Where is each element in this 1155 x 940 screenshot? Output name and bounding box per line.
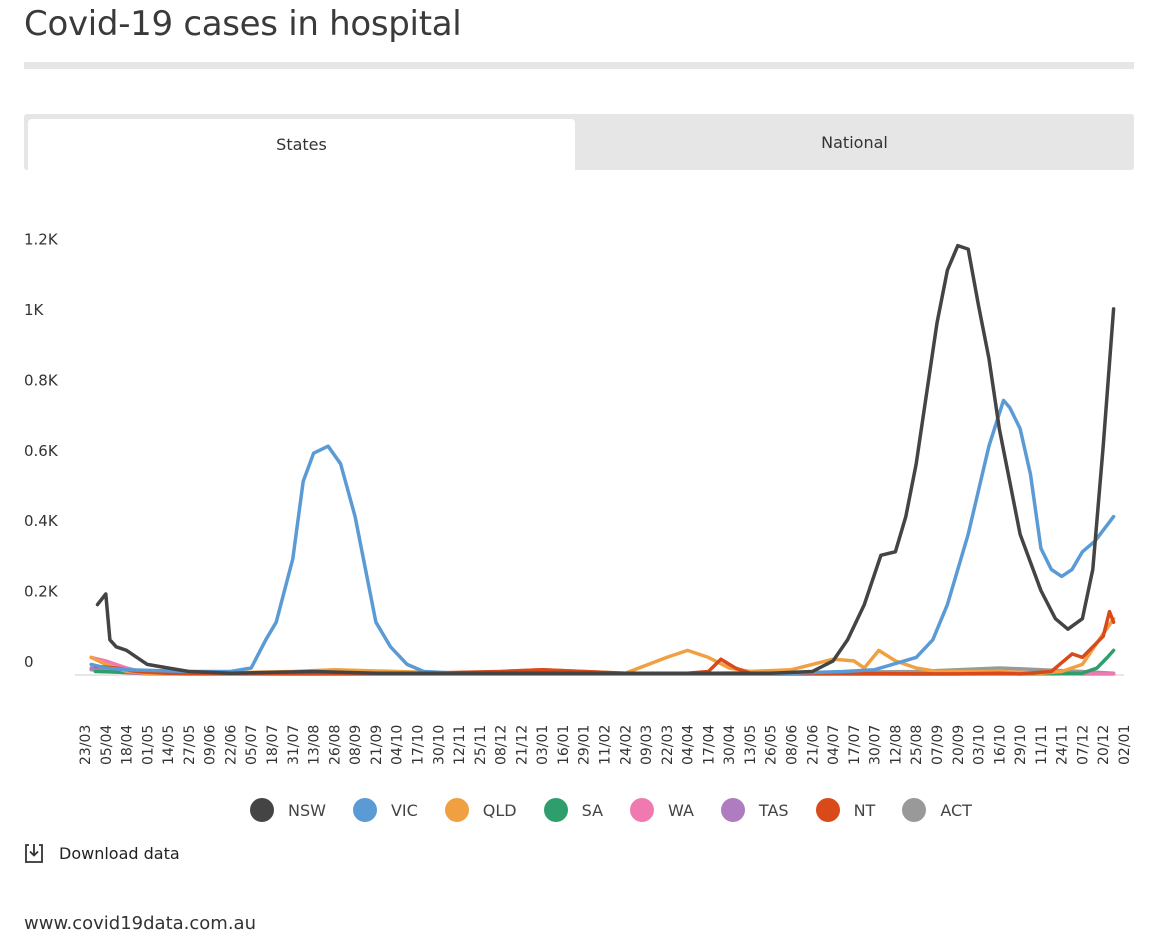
- legend-item-qld[interactable]: QLD: [444, 798, 517, 822]
- legend-item-act[interactable]: ACT: [902, 798, 972, 822]
- legend-item-nsw[interactable]: NSW: [250, 798, 326, 822]
- y-tick-label: 0.8K: [24, 371, 59, 389]
- x-tick-label: 25/08: [909, 725, 925, 765]
- x-tick-label: 17/04: [701, 725, 717, 765]
- y-tick-label: 0: [24, 653, 34, 671]
- x-tick-label: 09/03: [639, 725, 655, 765]
- tab-national[interactable]: National: [821, 132, 888, 152]
- legend-item-tas[interactable]: TAS: [720, 798, 789, 822]
- series-line-nt: [93, 609, 1116, 676]
- x-tick-label: 21/09: [369, 725, 385, 765]
- legend-swatch: [250, 798, 274, 822]
- legend-swatch: [815, 798, 840, 822]
- legend-label: NSW: [288, 800, 326, 820]
- x-tick-label: 21/06: [805, 725, 821, 765]
- chart-legend: NSW VIC QLD SA WA TAS NT ACT: [250, 798, 999, 822]
- y-tick-label: 1.2K: [24, 231, 59, 249]
- x-tick-label: 24/02: [618, 725, 634, 765]
- x-tick-label: 03/10: [972, 725, 988, 765]
- x-tick-label: 27/05: [182, 725, 198, 765]
- series-line-qld: [89, 616, 1116, 675]
- x-tick-label: 08/12: [494, 725, 510, 765]
- y-tick-label: 0.6K: [24, 442, 59, 460]
- x-tick-label: 29/01: [577, 725, 593, 765]
- x-tick-label: 16/01: [556, 725, 572, 765]
- x-tick-label: 13/05: [743, 725, 759, 765]
- x-tick-label: 05/04: [99, 725, 115, 765]
- x-tick-label: 26/05: [764, 725, 780, 765]
- x-tick-label: 16/10: [992, 725, 1008, 765]
- x-tick-label: 22/06: [223, 725, 239, 765]
- x-tick-label: 12/08: [888, 725, 904, 765]
- x-tick-label: 11/11: [1034, 725, 1050, 765]
- legend-label: SA: [581, 800, 604, 820]
- title-divider: [24, 62, 1134, 69]
- x-tick-label: 09/06: [203, 725, 219, 765]
- series-line-nsw: [95, 243, 1116, 675]
- x-tick-label: 12/11: [452, 725, 468, 765]
- x-tick-label: 18/07: [265, 725, 281, 765]
- x-tick-label: 30/10: [431, 725, 447, 765]
- legend-swatch: [543, 798, 568, 822]
- x-tick-label: 01/05: [140, 725, 156, 765]
- x-tick-label: 20/12: [1096, 725, 1112, 765]
- x-tick-label: 04/04: [681, 725, 697, 765]
- legend-item-wa[interactable]: WA: [630, 798, 694, 822]
- x-tick-label: 21/12: [514, 725, 530, 765]
- x-tick-label: 23/03: [78, 725, 94, 765]
- download-data-button[interactable]: Download data: [24, 842, 180, 864]
- x-tick-label: 07/09: [930, 725, 946, 765]
- x-tick-label: 14/05: [161, 725, 177, 765]
- x-tick-label: 17/07: [847, 725, 863, 765]
- download-icon: [25, 844, 43, 863]
- x-tick-label: 22/03: [660, 725, 676, 765]
- x-tick-label: 26/08: [327, 725, 343, 765]
- legend-swatch: [720, 798, 745, 822]
- download-label: Download data: [59, 843, 180, 863]
- y-tick-label: 0.2K: [24, 583, 59, 601]
- x-tick-label: 02/01: [1117, 725, 1133, 765]
- x-tick-label: 08/09: [348, 725, 364, 765]
- legend-swatch: [902, 798, 927, 822]
- x-tick-label: 08/06: [785, 725, 801, 765]
- legend-label: ACT: [940, 800, 972, 820]
- x-tick-label: 31/07: [286, 725, 302, 765]
- y-tick-label: 1K: [24, 301, 45, 319]
- x-tick-label: 13/08: [307, 725, 323, 765]
- legend-swatch: [630, 798, 655, 822]
- legend-label: VIC: [390, 800, 418, 820]
- x-tick-label: 18/04: [120, 725, 136, 765]
- hospital-cases-line-chart: 0 0.2K 0.4K 0.6K 0.8K 1K 1.2K 23/03 05/04 18/04 01…: [24, 231, 1133, 765]
- x-tick-label: 03/01: [535, 725, 551, 765]
- legend-label: TAS: [758, 800, 789, 820]
- series-line-vic: [89, 398, 1116, 675]
- x-tick-label: 20/09: [951, 725, 967, 765]
- legend-item-nt[interactable]: NT: [815, 798, 876, 822]
- legend-swatch: [352, 798, 377, 822]
- y-tick-label: 0.4K: [24, 512, 59, 530]
- tab-bar: States National: [24, 114, 1134, 170]
- legend-swatch: [444, 798, 469, 822]
- x-tick-label: 05/07: [244, 725, 260, 765]
- legend-label: NT: [853, 800, 876, 820]
- x-tick-label: 29/10: [1013, 725, 1029, 765]
- x-tick-label: 25/11: [473, 725, 489, 765]
- tab-states[interactable]: States: [28, 119, 575, 170]
- legend-item-sa[interactable]: SA: [543, 798, 604, 822]
- footer-url: www.covid19data.com.au: [24, 913, 256, 934]
- x-tick-label: 07/12: [1075, 725, 1091, 765]
- x-tick-label: 04/07: [826, 725, 842, 765]
- x-tick-label: 30/04: [722, 725, 738, 765]
- legend-item-vic[interactable]: VIC: [352, 798, 418, 822]
- legend-label: WA: [668, 800, 694, 820]
- page-title: Covid-19 cases in hospital: [24, 4, 462, 44]
- x-tick-label: 30/07: [868, 725, 884, 765]
- x-tick-label: 11/02: [598, 725, 614, 765]
- x-tick-label: 04/10: [390, 725, 406, 765]
- legend-label: QLD: [482, 800, 517, 820]
- x-tick-label: 24/11: [1055, 725, 1071, 765]
- x-tick-label: 17/10: [410, 725, 426, 765]
